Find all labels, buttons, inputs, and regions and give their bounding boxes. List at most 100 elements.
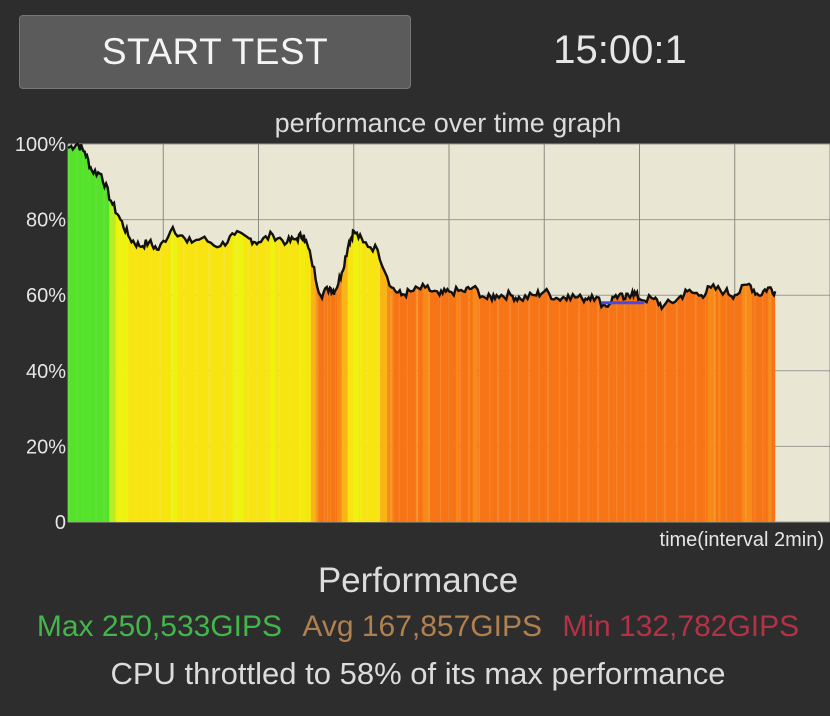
area-stripe [670,144,674,522]
area-stripe [722,144,726,522]
area-stripe [290,144,293,522]
area-stripe [175,144,179,522]
test-timer: 15:00:1 [553,28,687,72]
area-stripe [694,144,698,522]
area-stripe [726,144,729,522]
area-stripe [177,144,181,522]
area-stripe [741,144,745,522]
area-stripe [546,144,550,522]
area-stripe [665,144,669,522]
area-stripe [522,144,526,522]
area-stripe [110,144,114,522]
area-stripe [760,144,763,522]
x-axis-caption: time(interval 2min) [659,529,824,551]
area-stripe [184,144,188,522]
area-stripe [343,144,345,522]
y-tick-label: 60% [26,285,66,307]
area-stripe [515,144,518,522]
area-stripe [729,144,733,522]
area-stripe [91,144,94,522]
area-stripe [517,144,520,522]
area-stripe [352,144,355,522]
area-stripe [445,144,449,522]
area-stripe [622,144,625,522]
area-stripe [641,144,645,522]
area-stripe [763,144,766,522]
area-stripe [588,144,591,522]
area-stripe [101,144,104,522]
area-stripe [393,144,396,522]
area-stripe [706,144,709,522]
area-stripe [594,144,598,522]
area-stripe [134,144,137,522]
area-stripe [539,144,542,522]
area-stripe [687,144,691,522]
area-stripe [227,144,231,522]
area-stripe [560,144,563,522]
y-axis-ticks: 100% 80% 60% 40% 20% 0 [15,134,66,534]
area-stripe [656,144,660,522]
area-stripe [107,144,110,522]
area-stripe [607,144,610,522]
area-stripe [488,144,491,522]
area-stripe [85,144,88,522]
area-stripe [728,144,731,522]
area-stripe [248,144,252,522]
area-stripe [495,144,498,522]
y-tick-label: 80% [26,210,66,232]
area-stripe [541,144,544,522]
area-stripe [72,144,75,522]
area-stripe [136,144,139,522]
area-stripe [258,144,262,522]
area-stripe [309,144,312,522]
area-stripe [638,144,641,522]
area-stripe [420,144,424,522]
area-stripe [312,144,315,522]
area-stripe [609,144,612,522]
area-stripe [225,144,229,522]
area-stripe [389,144,393,522]
area-stripe [534,144,537,522]
min-performance: Min 132,782GIPS [562,610,800,643]
area-stripe [152,144,155,522]
area-stripe [84,144,87,522]
area-stripe [104,144,107,522]
area-stripe [79,144,82,522]
area-stripe [198,144,202,522]
area-stripe [189,144,193,522]
area-stripe [117,144,120,522]
area-stripe [133,144,136,522]
performance-heading: Performance [317,561,519,600]
area-stripe [123,144,126,522]
area-stripe [341,144,344,522]
area-stripe [106,144,109,522]
area-stripe [471,144,474,522]
area-stripe [69,144,72,522]
area-stripe [407,144,410,522]
area-stripe [537,144,541,522]
area-stripe [74,144,77,522]
area-stripe [582,144,585,522]
area-stripe [425,144,429,522]
area-stripe [287,144,290,522]
area-stripe [707,144,710,522]
area-stripe [244,144,248,522]
area-stripe [291,144,295,522]
area-stripe [314,144,317,522]
area-stripe [575,144,579,522]
area-stripe [475,144,479,522]
area-stripe [220,144,224,522]
area-stripe [734,144,738,522]
area-stripe [536,144,539,522]
area-stripe [766,144,769,522]
area-stripe [277,144,281,522]
area-stripe [542,144,545,522]
start-test-button[interactable]: START TEST [19,15,411,89]
area-stripe [649,144,653,522]
area-stripe [288,144,291,522]
area-stripe [564,144,568,522]
area-stripe [399,144,402,522]
area-stripe [260,144,264,522]
area-stripe [282,144,286,522]
area-stripe [487,144,490,522]
